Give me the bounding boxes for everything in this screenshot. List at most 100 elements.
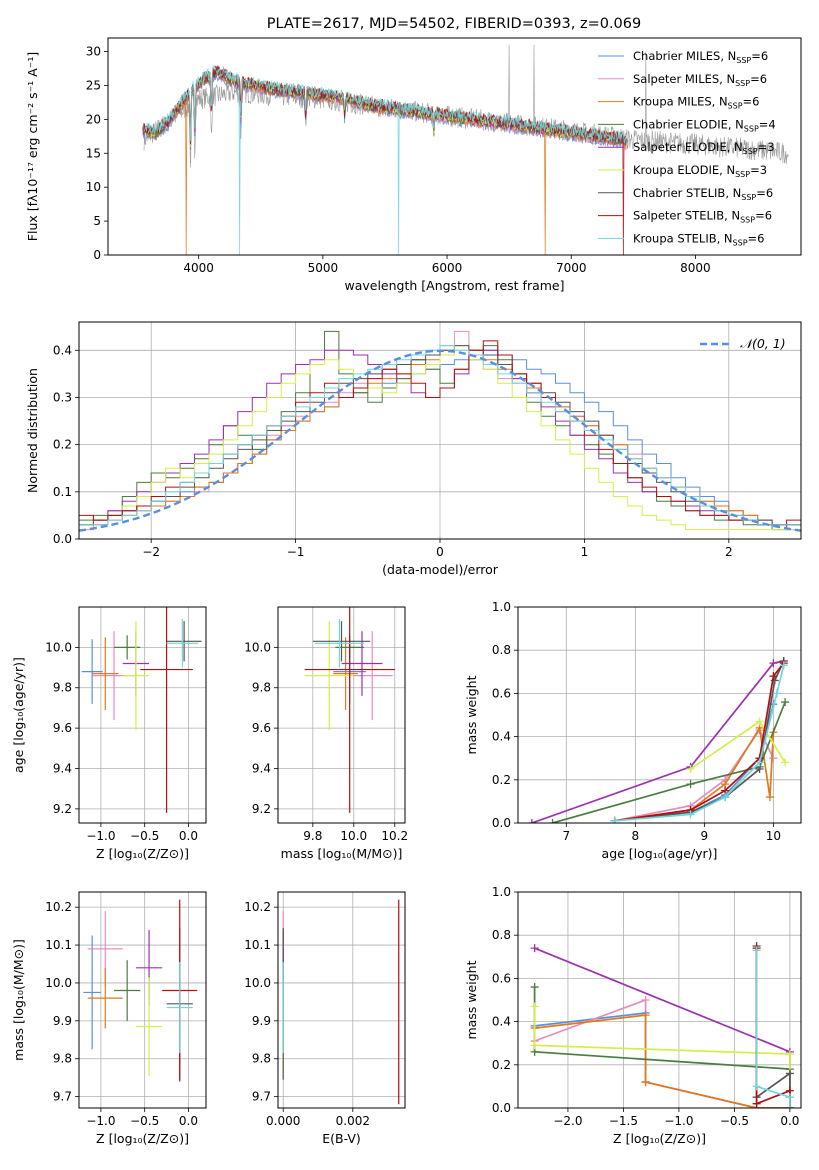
y-tick-label: 1.0 — [492, 885, 511, 899]
weight-marker-salpeter-miles — [641, 996, 650, 1004]
y-tick-label: 0.1 — [53, 485, 72, 499]
axes-frame — [277, 606, 406, 824]
y-tick-label: 10.2 — [244, 900, 271, 914]
x-tick-label: −1 — [287, 545, 305, 559]
y-tick-label: 25 — [86, 78, 101, 92]
weight-marker-chabrier-elodie — [530, 983, 539, 992]
weight-marker-kroupa-stelib — [752, 946, 761, 955]
y-tick-label: 0.2 — [53, 438, 72, 452]
plot-area — [79, 330, 801, 532]
x-tick-label: 10 — [766, 829, 781, 843]
y-tick-label: 9.4 — [53, 761, 72, 775]
weight-line-kroupa-miles — [534, 1014, 790, 1108]
weight-marker-kroupa-elodie — [686, 765, 695, 773]
axes-frame — [78, 606, 207, 824]
weight-marker-kroupa-miles — [641, 1078, 650, 1087]
y-tick-label: 5 — [93, 214, 101, 228]
legend-label-salpeter-miles: Salpeter MILES, NSSP=6 — [633, 72, 767, 88]
y-tick-label: 9.4 — [252, 761, 271, 775]
x-tick-label: 4000 — [183, 261, 214, 275]
x-tick-label: 1 — [581, 545, 589, 559]
y-tick-label: 9.8 — [53, 1052, 72, 1066]
legend-label-kroupa-elodie: Kroupa ELODIE, NSSP=3 — [633, 163, 767, 179]
legend-label-salpeter-stelib: Salpeter STELIB, NSSP=6 — [633, 209, 772, 225]
weight-marker-kroupa-elodie — [785, 1050, 794, 1058]
axes-frame — [517, 891, 802, 1109]
x-axis-label: wavelength [Angstrom, rest frame] — [344, 278, 564, 293]
weight-marker-kroupa-stelib — [721, 793, 730, 802]
y-tick-label: 0.6 — [492, 971, 511, 985]
weight-marker-salpeter-stelib — [769, 672, 778, 681]
x-tick-label: 0.0 — [179, 829, 198, 843]
mass-vs-metallicity-panel: −1.0 −0.5 0.0 9.7 9.8 9.9 10.0 10.1 10.2 Z [log₁₀… — [11, 891, 207, 1146]
y-tick-label: 0.2 — [492, 773, 511, 787]
chart-title: PLATE=2617, MJD=54502, FIBERID=0393, z=0… — [267, 16, 641, 32]
y-axis-label: mass weight — [464, 960, 479, 1039]
plot-area — [142, 44, 789, 255]
y-tick-label: 10.1 — [45, 938, 72, 952]
x-tick-label: 0 — [436, 545, 444, 559]
weight-marker-chabrier-elodie — [686, 780, 695, 789]
weight-marker-kroupa-elodie — [530, 1041, 539, 1050]
x-axis-label: (data-model)/error — [382, 562, 499, 577]
weight-marker-kroupa-stelib — [785, 1104, 794, 1108]
y-tick-label: 0.4 — [53, 343, 72, 357]
weight-line-salpeter-stelib — [755, 948, 791, 1108]
x-tick-label: 0.0 — [780, 1114, 799, 1128]
x-tick-label: 9.8 — [303, 829, 322, 843]
y-axis-label: Flux [fλ10⁻¹⁷ erg cm⁻² s⁻¹ A⁻¹] — [25, 52, 40, 241]
axes-frame — [277, 891, 406, 1109]
x-tick-label: −0.5 — [130, 829, 159, 843]
x-tick-label: 0.000 — [266, 1114, 300, 1128]
spectrum-panel: 4000 5000 6000 7000 8000 0 5 10 15 20 25 30 waveleng… — [25, 16, 802, 293]
weight-line-salpeter-stelib — [614, 662, 785, 822]
legend-label-chabrier-elodie: Chabrier ELODIE, NSSP=4 — [633, 117, 776, 133]
weight-marker-chabrier-stelib — [785, 1069, 794, 1078]
x-tick-label: 5000 — [308, 261, 339, 275]
y-tick-label: 0.4 — [492, 730, 511, 744]
x-tick-label: 9 — [701, 829, 709, 843]
histogram-chabrier-stelib — [79, 345, 801, 526]
histogram-chabrier-elodie — [79, 330, 801, 531]
weight-line-kroupa-miles — [614, 725, 775, 822]
mass-weight-vs-age-panel: 7 8 9 10 0.0 0.2 0.4 0.6 0.8 1.0 age [log₁₀(age/yr… — [464, 600, 802, 861]
weight-line-kroupa-stelib — [614, 665, 785, 822]
y-tick-label: 9.7 — [252, 1090, 271, 1104]
weight-line-kroupa-stelib — [755, 950, 791, 1108]
y-tick-label: 0.0 — [53, 532, 72, 546]
y-tick-label: 9.2 — [252, 802, 271, 816]
y-tick-label: 0.8 — [492, 643, 511, 657]
y-tick-label: 0.0 — [492, 1101, 511, 1115]
weight-marker-kroupa-stelib — [779, 661, 788, 670]
weight-marker-salpeter-stelib — [752, 1099, 761, 1108]
x-tick-label: 7000 — [556, 261, 587, 275]
plot-area — [81, 607, 202, 813]
y-tick-label: 9.8 — [252, 681, 271, 695]
weight-line-salpeter-elodie — [534, 947, 791, 1108]
x-tick-label: −2.0 — [553, 1114, 582, 1128]
legend-label-chabrier-miles: Chabrier MILES, NSSP=6 — [633, 49, 768, 65]
y-tick-label: 9.6 — [252, 721, 271, 735]
x-axis-label: Z [log₁₀(Z/Z⊙)] — [613, 1131, 706, 1146]
x-tick-label: −1.0 — [86, 1114, 115, 1128]
weight-marker-kroupa-miles — [641, 1011, 650, 1020]
weight-marker-kroupa-miles — [765, 793, 774, 802]
residual-histogram-panel: −2 −1 0 1 2 0.0 0.1 0.2 0.3 0.4 (data-model)/error… — [25, 321, 802, 577]
y-tick-label: 0.8 — [492, 928, 511, 942]
y-tick-label: 10.0 — [244, 640, 271, 654]
y-tick-label: 9.8 — [252, 1052, 271, 1066]
x-tick-label: −1.0 — [86, 829, 115, 843]
legend-label-kroupa-miles: Kroupa MILES, NSSP=6 — [633, 95, 759, 111]
legend-label-chabrier-stelib: Chabrier STELIB, NSSP=6 — [633, 186, 773, 202]
weight-marker-kroupa-stelib — [610, 816, 619, 823]
weight-marker-kroupa-stelib — [752, 1082, 761, 1091]
axes-frame — [517, 606, 802, 824]
legend-label-kroupa-stelib: Kroupa STELIB, NSSP=6 — [633, 231, 764, 247]
x-tick-label: 0.0 — [179, 1114, 198, 1128]
weight-marker-salpeter-elodie — [530, 944, 539, 953]
x-axis-label: E(B-V) — [322, 1131, 361, 1146]
x-tick-label: 10.0 — [340, 829, 367, 843]
normal-reference-curve — [79, 349, 801, 532]
weight-marker-kroupa-stelib — [772, 689, 781, 698]
